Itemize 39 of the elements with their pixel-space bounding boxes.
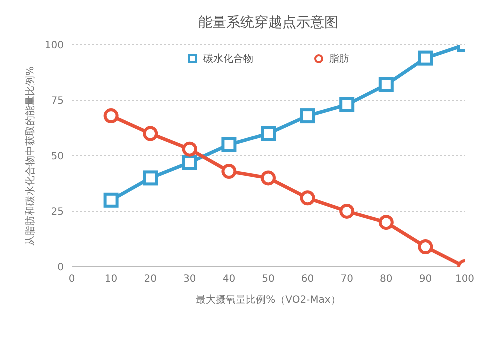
point [104,192,119,208]
y-axis-title: 从脂肪和碳水化合物中获取的能量比例% [24,66,37,246]
point [182,155,198,170]
x-tick-label: 30 [184,274,196,286]
y-tick-label: 75 [51,96,64,108]
point [300,108,316,124]
y-tick-label: 25 [51,207,64,218]
x-tick-label: 80 [380,274,393,286]
point [378,215,394,230]
chart-title: 能量系统穿越点示意图 [198,14,340,32]
y-tick-label: 100 [44,40,64,52]
x-tick-label: 50 [262,274,275,286]
point [143,170,158,186]
point [418,240,434,255]
point [222,137,237,152]
y-tick-label: 0 [58,262,64,274]
x-tick-label: 90 [419,274,432,286]
point [222,164,237,180]
point [143,126,158,142]
x-tick-label: 60 [301,274,314,286]
point [300,190,316,206]
x-tick-label: 20 [144,274,157,286]
legend-label: 碳水化合物 [202,52,254,66]
x-tick-label: 10 [104,274,118,286]
point [418,50,434,66]
point [378,77,394,92]
x-tick-label: 40 [222,274,236,286]
y-tick-label: 50 [51,152,64,163]
x-axis-title: 最大摄氧量比例%（VO2-Max） [196,294,341,306]
x-tick-label: 100 [455,274,475,286]
point [104,108,119,124]
point [261,170,276,186]
x-tick-label: 70 [340,274,354,286]
x-tick-label: 0 [68,274,76,286]
point [340,204,355,219]
point [182,142,198,157]
legend-label: 脂肪 [328,52,350,66]
point [261,126,276,142]
point [340,97,355,112]
